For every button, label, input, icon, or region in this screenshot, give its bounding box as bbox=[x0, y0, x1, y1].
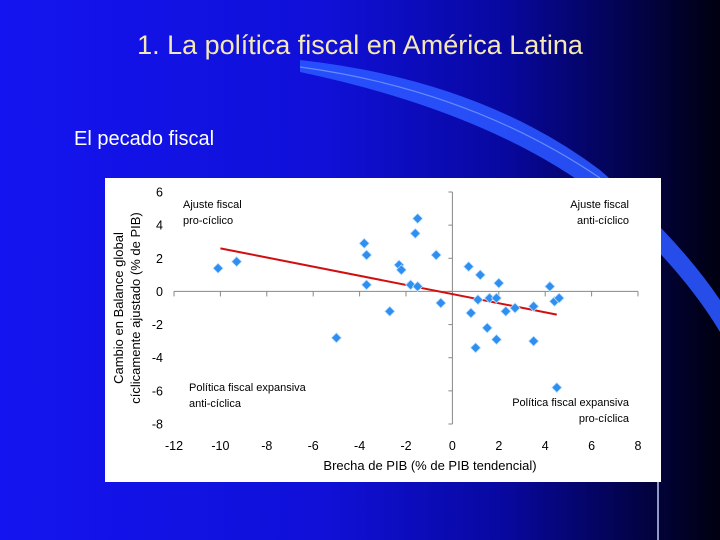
data-point bbox=[395, 264, 407, 276]
x-tick-label: -6 bbox=[308, 439, 319, 453]
y-tick-label: -6 bbox=[152, 384, 163, 398]
quadrant-label-bottom-right-2: pro-cíclica bbox=[579, 413, 630, 425]
y-tick-label: 2 bbox=[156, 252, 163, 266]
chart-panel: -12 -10 -8 -6 -4 -2 0 2 4 6 8 6 4 2 0 -2 -4 -6 -8 Ajuste … bbox=[105, 178, 661, 482]
data-point bbox=[430, 249, 442, 261]
quadrant-label-top-left-2: pro-cíclico bbox=[183, 215, 233, 227]
quadrant-label-top-left-1: Ajuste fiscal bbox=[183, 199, 242, 211]
y-tick-label: 4 bbox=[156, 219, 163, 233]
data-point bbox=[500, 305, 512, 317]
data-point bbox=[330, 332, 342, 344]
x-tick-label: -2 bbox=[400, 439, 411, 453]
x-ticks: -12 -10 -8 -6 -4 -2 0 2 4 6 8 bbox=[165, 291, 642, 453]
quadrant-label-bottom-left-1: Política fiscal expansiva bbox=[189, 382, 307, 394]
data-point bbox=[490, 292, 503, 304]
quadrant-label-bottom-left-2: anti-cíclica bbox=[189, 398, 242, 410]
y-tick-label: 0 bbox=[156, 285, 163, 299]
y-axis-label-line2: cíclicamente ajustado (% de PIB) bbox=[128, 212, 143, 403]
data-point bbox=[435, 297, 447, 309]
x-tick-label: -8 bbox=[261, 439, 272, 453]
x-tick-label: 8 bbox=[635, 439, 642, 453]
y-tick-label: 6 bbox=[156, 186, 163, 200]
data-point bbox=[490, 333, 503, 346]
x-tick-label: 0 bbox=[449, 439, 456, 453]
data-point bbox=[551, 381, 563, 394]
data-point bbox=[412, 212, 424, 225]
y-ticks: 6 4 2 0 -2 -4 -6 -8 bbox=[152, 186, 453, 432]
y-tick-label: -8 bbox=[152, 418, 163, 432]
x-tick-label: 2 bbox=[495, 439, 502, 453]
quadrant-label-top-right-1: Ajuste fiscal bbox=[570, 199, 629, 211]
data-point bbox=[465, 307, 477, 319]
slide-title: 1. La política fiscal en América Latina bbox=[137, 30, 583, 60]
data-point bbox=[528, 300, 540, 312]
data-point bbox=[470, 342, 482, 354]
trend-line bbox=[220, 247, 557, 316]
x-tick-label: -12 bbox=[165, 439, 183, 453]
data-point bbox=[360, 279, 373, 291]
x-tick-label: 4 bbox=[542, 439, 549, 453]
data-point bbox=[472, 294, 484, 306]
data-point bbox=[358, 237, 370, 249]
slide-subtitle: El pecado fiscal bbox=[74, 128, 215, 150]
x-tick-label: 6 bbox=[588, 439, 595, 453]
data-point bbox=[553, 292, 565, 304]
data-point bbox=[528, 335, 540, 347]
x-tick-label: -4 bbox=[354, 439, 365, 453]
data-point bbox=[360, 249, 373, 261]
x-tick-label: -10 bbox=[211, 439, 229, 453]
y-tick-label: -4 bbox=[152, 351, 163, 365]
data-point bbox=[463, 261, 475, 273]
scatter-chart: -12 -10 -8 -6 -4 -2 0 2 4 6 8 6 4 2 0 -2 -4 -6 -8 Ajuste … bbox=[111, 186, 642, 474]
quadrant-label-top-right-2: anti-cíclico bbox=[577, 215, 629, 227]
x-axis-label: Brecha de PIB (% de PIB tendencial) bbox=[323, 458, 536, 473]
data-point bbox=[231, 256, 243, 268]
data-point bbox=[509, 302, 521, 314]
data-point bbox=[412, 280, 424, 293]
quadrant-label-bottom-right-1: Política fiscal expansiva bbox=[512, 397, 630, 409]
data-point bbox=[493, 277, 505, 289]
data-point bbox=[481, 322, 493, 334]
y-axis-label-line1: Cambio en Balance global bbox=[111, 232, 126, 384]
data-point bbox=[409, 227, 421, 239]
data-point bbox=[384, 305, 396, 317]
data-point bbox=[212, 262, 224, 274]
data-point bbox=[544, 280, 556, 293]
data-point bbox=[474, 269, 486, 281]
data-points bbox=[212, 212, 565, 394]
y-tick-label: -2 bbox=[152, 318, 163, 332]
